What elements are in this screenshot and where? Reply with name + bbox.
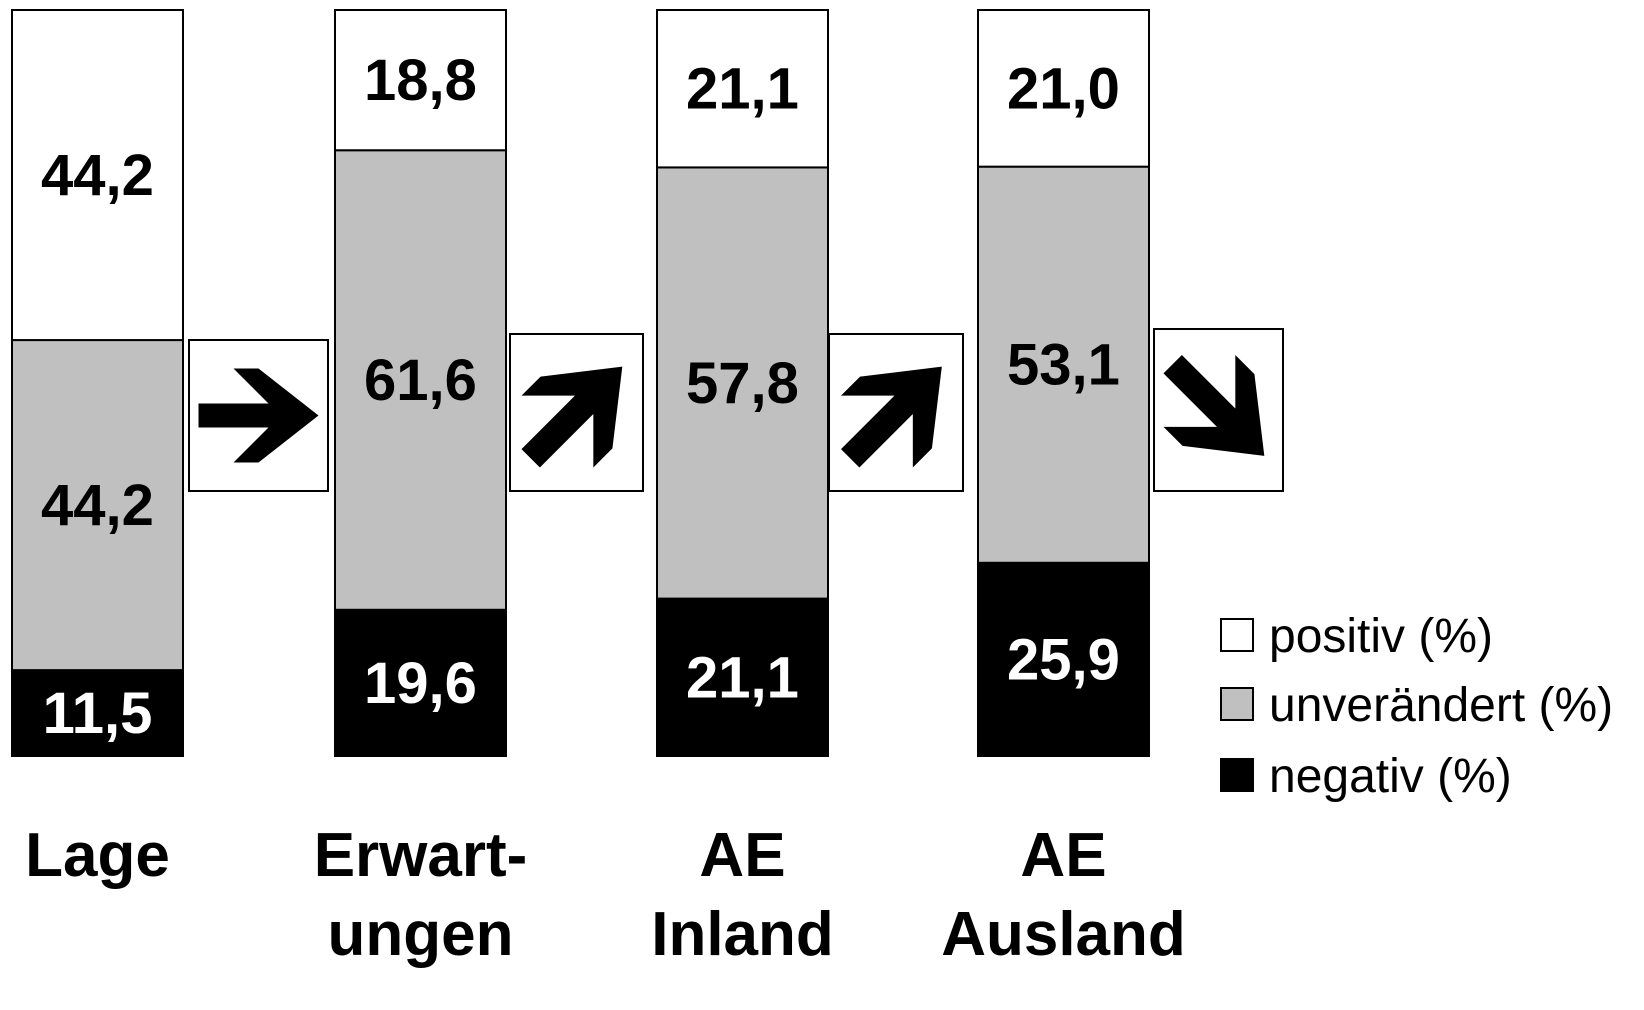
legend-swatch-1 <box>1220 618 1254 652</box>
data-label-1-2: 44,2 <box>41 473 154 538</box>
category-label-1: Lage <box>25 821 170 890</box>
bar-segment-2-1 <box>334 608 507 757</box>
bar-segment-1-1 <box>11 669 184 758</box>
trend-arrow-up-right-icon <box>521 366 623 468</box>
bar-segment-2-3 <box>334 9 507 152</box>
category-label-4-line-1: AE <box>1020 821 1106 890</box>
category-label-2-line-2: ungen <box>328 900 514 969</box>
data-label-3-3: 21,1 <box>686 57 799 122</box>
trend-arrow-down-right-icon <box>1163 354 1265 456</box>
category-label-4-line-2: Ausland <box>941 900 1186 969</box>
bar-segment-3-2 <box>656 166 829 600</box>
data-label-4-1: 25,9 <box>1007 627 1120 692</box>
trend-arrow-up-right-icon <box>840 366 942 468</box>
bar-segment-1-3 <box>11 9 184 342</box>
legend-label-1: positiv (%) <box>1269 610 1493 663</box>
data-label-2-3: 18,8 <box>364 48 477 113</box>
bar-segment-1-2 <box>11 339 184 672</box>
data-label-2-1: 19,6 <box>364 651 477 716</box>
bar-segment-4-3 <box>977 9 1150 168</box>
bar-segment-3-3 <box>656 9 829 169</box>
data-label-1-1: 11,5 <box>43 681 153 746</box>
legend-swatch-2 <box>1220 687 1254 721</box>
data-label-2-2: 61,6 <box>364 348 477 413</box>
data-label-4-3: 21,0 <box>1007 56 1120 121</box>
data-label-3-2: 57,8 <box>686 351 799 416</box>
category-label-2-line-1: Erwart- <box>314 821 528 890</box>
data-label-4-2: 53,1 <box>1007 333 1120 398</box>
bar-segment-4-1 <box>977 561 1150 758</box>
legend-label-2: unverändert (%) <box>1269 679 1613 732</box>
legend-swatch-3 <box>1220 758 1254 792</box>
bar-segment-2-2 <box>334 149 507 611</box>
bar-segment-4-2 <box>977 165 1150 564</box>
legend-label-3: negativ (%) <box>1269 750 1512 803</box>
data-label-1-3: 44,2 <box>41 143 154 208</box>
category-label-3-line-2: Inland <box>651 900 834 969</box>
data-label-3-1: 21,1 <box>686 645 799 710</box>
trend-arrow-right-icon <box>198 368 319 463</box>
bar-segment-3-1 <box>656 597 829 757</box>
category-label-3-line-1: AE <box>699 821 785 890</box>
